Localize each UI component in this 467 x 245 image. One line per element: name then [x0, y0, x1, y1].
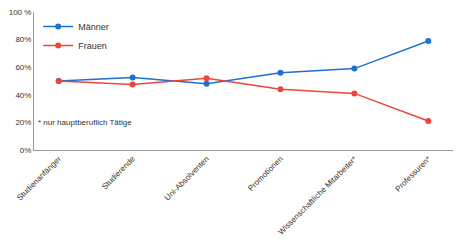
svg-text:* nur hauptberuflich Tätige: * nur hauptberuflich Tätige [38, 118, 132, 127]
svg-text:Promotionen: Promotionen [246, 154, 284, 192]
svg-text:0%: 0% [20, 146, 32, 155]
svg-text:Frauen: Frauen [78, 41, 107, 51]
svg-text:Uni-Absolventen: Uni-Absolventen [163, 154, 211, 202]
svg-text:20%: 20% [15, 118, 31, 127]
svg-text:100 %: 100 % [9, 8, 32, 17]
svg-text:Wissenschaftliche Mitarbeiter*: Wissenschaftliche Mitarbeiter* [276, 154, 358, 236]
svg-text:Studienanfänger: Studienanfänger [15, 154, 63, 202]
svg-text:80%: 80% [15, 35, 31, 44]
svg-text:Männer: Männer [78, 22, 109, 32]
svg-text:60%: 60% [15, 63, 31, 72]
svg-text:40%: 40% [15, 91, 31, 100]
svg-text:Studierende: Studierende [100, 154, 137, 191]
svg-text:Professuren*: Professuren* [393, 154, 432, 193]
